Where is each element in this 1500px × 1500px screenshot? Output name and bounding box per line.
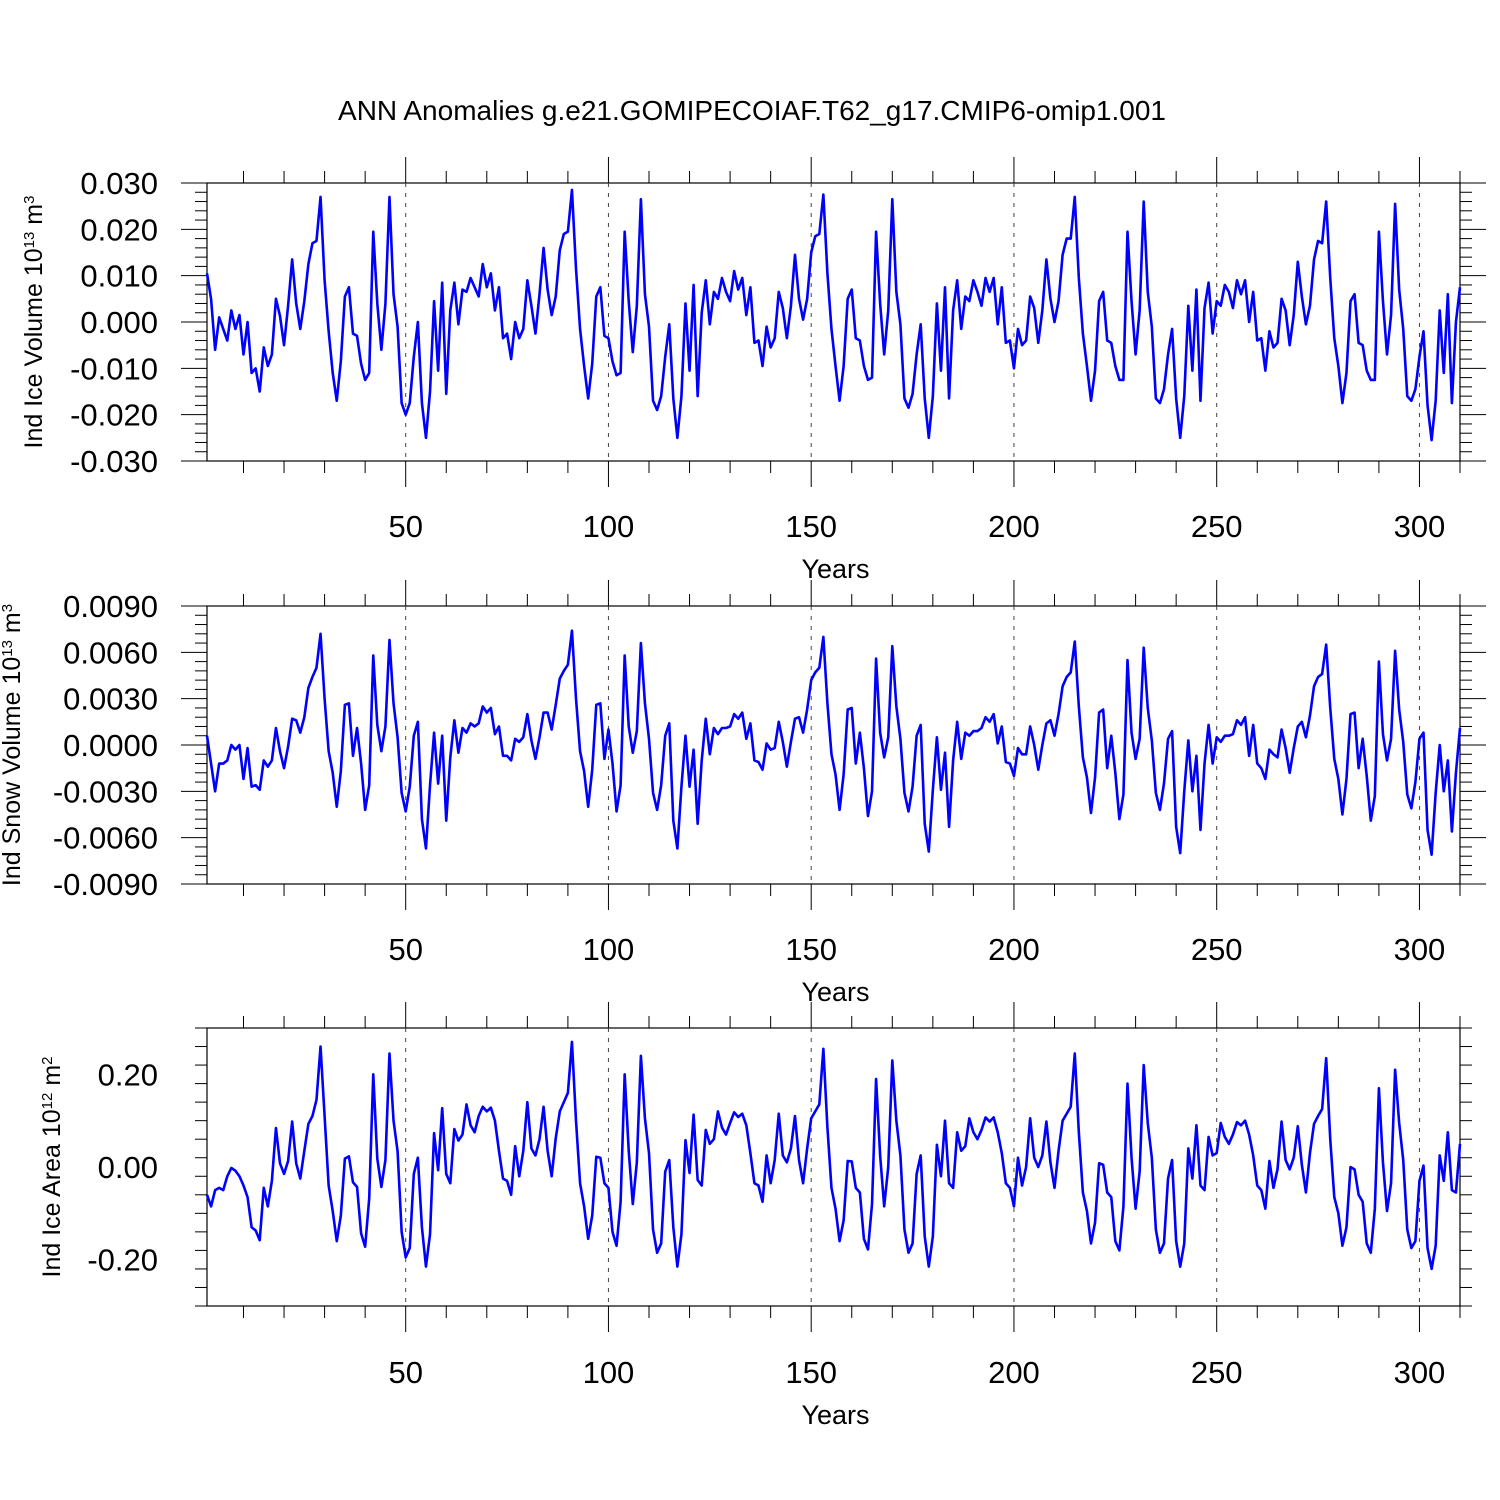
x-tick-label: 300 — [1394, 1355, 1446, 1390]
x-tick-label: 250 — [1191, 1355, 1243, 1390]
series-line — [205, 629, 1462, 856]
y-axis-label: Ind Ice Area 1012 m2 — [38, 1057, 66, 1278]
chart-panels: -0.030 -0.020 -0.010 0.000 0.010 0.020 0.030 50… — [0, 157, 1486, 1430]
x-axis-label: Years — [801, 554, 869, 584]
y-tick-label: 0.0060 — [63, 635, 158, 670]
y-tick-label: -0.0090 — [53, 867, 158, 902]
y-tick-label: -0.0060 — [53, 821, 158, 856]
plot-frame — [206, 182, 1461, 462]
x-tick-label: 150 — [785, 932, 837, 967]
y-axis-label: Ind Snow Volume 1013 m3 — [0, 604, 26, 886]
series-line — [205, 188, 1462, 442]
x-tick-label: 200 — [988, 932, 1040, 967]
x-tick-label: 200 — [988, 509, 1040, 544]
x-axis-label: Years — [801, 977, 869, 1007]
panel-2: -0.0090 -0.0060 -0.0030 0.0000 0.0030 0.0060 0… — [0, 580, 1486, 1007]
y-tick-label: 0.0030 — [63, 682, 158, 717]
chart-title: ANN Anomalies g.e21.GOMIPECOIAF.T62_g17.… — [338, 95, 1166, 126]
y-axis-label: Ind Ice Volume 1013 m3 — [20, 196, 48, 449]
x-tick-label: 200 — [988, 1355, 1040, 1390]
plot-frame — [206, 605, 1461, 885]
x-tick-label: 150 — [785, 509, 837, 544]
x-tick-label: 50 — [388, 932, 422, 967]
y-tick-label: 0.00 — [98, 1150, 158, 1185]
y-tick-label: -0.20 — [87, 1243, 158, 1278]
x-tick-label: 300 — [1394, 932, 1446, 967]
y-tick-label: 0.010 — [80, 259, 158, 294]
y-tick-label: 0.0000 — [63, 728, 158, 763]
x-tick-label: 50 — [388, 1355, 422, 1390]
y-tick-label: -0.010 — [70, 351, 158, 386]
y-tick-label: 0.030 — [80, 166, 158, 201]
x-tick-label: 100 — [583, 509, 635, 544]
x-tick-label: 100 — [583, 1355, 635, 1390]
x-tick-label: 100 — [583, 932, 635, 967]
x-tick-label: 250 — [1191, 509, 1243, 544]
y-tick-label: -0.030 — [70, 444, 158, 479]
panel-3: -0.20 0.00 0.20 50 100 150 200 250 300 Years Ind I… — [38, 1002, 1472, 1430]
x-axis-label: Years — [801, 1400, 869, 1430]
series-line — [205, 1040, 1462, 1271]
panel-1: -0.030 -0.020 -0.010 0.000 0.010 0.020 0.030 50… — [20, 157, 1486, 584]
x-tick-label: 300 — [1394, 509, 1446, 544]
plot-frame — [206, 1027, 1461, 1307]
y-tick-label: 0.020 — [80, 212, 158, 247]
y-tick-label: 0.000 — [80, 305, 158, 340]
x-tick-label: 250 — [1191, 932, 1243, 967]
y-tick-label: -0.0030 — [53, 774, 158, 809]
x-tick-label: 150 — [785, 1355, 837, 1390]
y-tick-label: 0.20 — [98, 1057, 158, 1092]
x-tick-label: 50 — [388, 509, 422, 544]
y-tick-label: -0.020 — [70, 398, 158, 433]
y-tick-label: 0.0090 — [63, 589, 158, 624]
